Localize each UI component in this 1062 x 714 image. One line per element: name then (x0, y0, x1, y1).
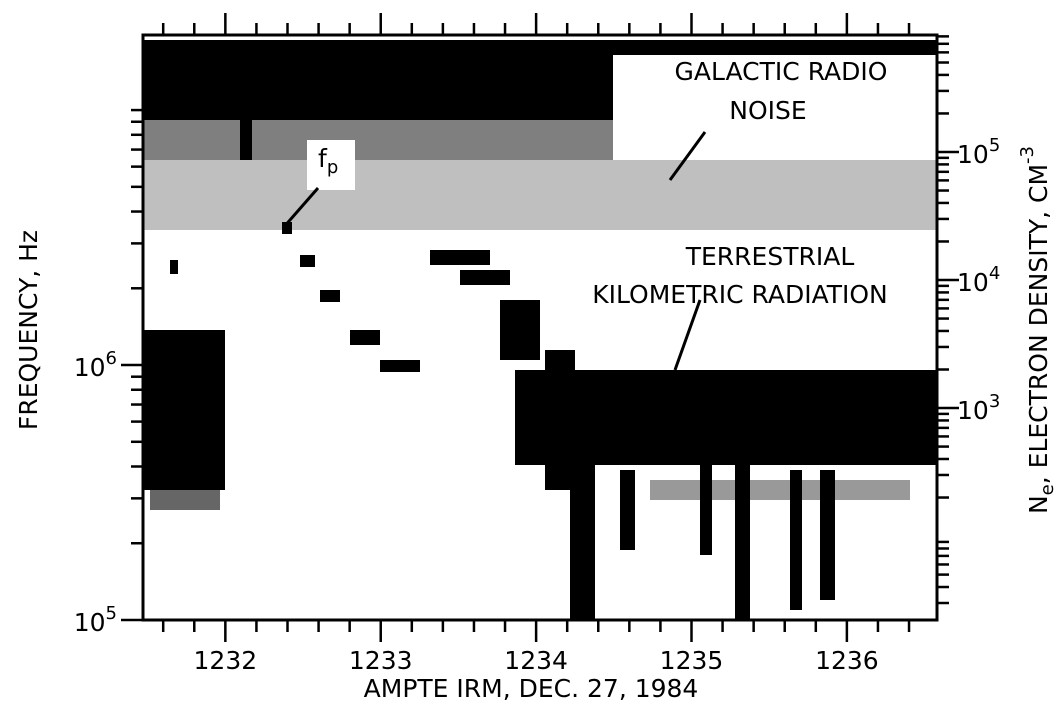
annotation-arrow (668, 131, 707, 181)
x-tick-label: 1236 (815, 646, 879, 675)
annotation-box (560, 258, 920, 300)
tick-label: 106 (74, 348, 117, 382)
y2-axis-label: Ne, ELECTRON DENSITY, CM-3 (1017, 146, 1058, 514)
x-tick-label: 1234 (504, 646, 568, 675)
x-axis-label: AMPTE IRM, DEC. 27, 1984 (364, 674, 699, 703)
annotation: KILOMETRIC RADIATION (592, 280, 888, 309)
annotation-box (307, 140, 355, 190)
tick-label-exponent: 4 (989, 263, 1000, 284)
x-tick-label: 1235 (660, 646, 724, 675)
annotation-arrow (281, 187, 320, 229)
tick-label-base: 10 (957, 268, 989, 297)
tick-label-base: 10 (74, 353, 106, 382)
y-axis-label: FREQUENCY, Hz (14, 230, 43, 430)
plot-frame (141, 33, 939, 622)
spectrogram-background (143, 40, 937, 620)
annotation-box (652, 58, 910, 128)
tick-label-exponent: 5 (106, 603, 117, 624)
x-tick-label: 1232 (194, 646, 258, 675)
x-tick-label: 1233 (349, 646, 413, 675)
tick-label-base: 10 (74, 608, 106, 637)
tick-label: 103 (957, 391, 1000, 425)
annotation: GALACTIC RADIO (675, 57, 888, 86)
annotation-arrow (673, 299, 702, 371)
tick-label: 105 (74, 603, 117, 637)
fp-label: fp (318, 144, 338, 178)
tick-label-base: 10 (957, 140, 989, 169)
tick-label: 105 (957, 135, 1000, 169)
tick-label-exponent: 6 (106, 348, 117, 369)
tick-label-base: 10 (957, 396, 989, 425)
tick-label-exponent: 5 (989, 135, 1000, 156)
tick-label: 104 (957, 263, 1000, 297)
annotation: TERRESTRIAL (685, 242, 855, 271)
annotation: NOISE (729, 96, 806, 125)
tick-label-exponent: 3 (989, 391, 1000, 412)
